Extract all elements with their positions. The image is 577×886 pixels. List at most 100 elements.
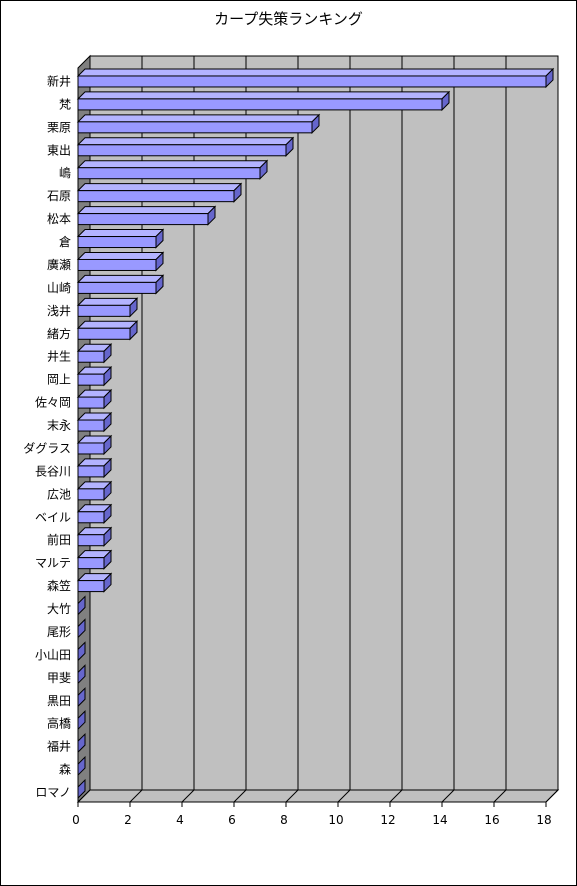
category-labels: 新井梵栗原東出嶋石原松本倉廣瀬山崎浅井緒方井生岡上佐々岡末永ダグラス長谷川広池ベ… bbox=[23, 73, 71, 799]
category-label: 森笠 bbox=[47, 578, 71, 593]
category-label: 前田 bbox=[47, 532, 71, 547]
bar bbox=[77, 687, 86, 708]
bar-end bbox=[77, 778, 86, 800]
category-label: 石原 bbox=[47, 189, 71, 203]
bar-face bbox=[77, 281, 157, 294]
category-label: ロマノ bbox=[35, 786, 71, 800]
bar-top bbox=[76, 274, 165, 283]
category-label: 小山田 bbox=[35, 648, 71, 662]
category-label: 尾形 bbox=[47, 625, 71, 639]
bar-top bbox=[76, 183, 243, 192]
category-label: 緒方 bbox=[47, 326, 71, 341]
bar-face bbox=[77, 304, 131, 317]
category-label: 栗原 bbox=[47, 120, 71, 134]
gridline-floor bbox=[389, 789, 403, 803]
bar-face bbox=[77, 534, 105, 547]
bar-top bbox=[76, 251, 165, 260]
bar bbox=[77, 755, 86, 777]
category-label: 末永 bbox=[47, 419, 71, 433]
category-label: 岡上 bbox=[47, 373, 71, 387]
category-label: 松本 bbox=[47, 212, 71, 226]
bar-end bbox=[77, 595, 86, 616]
x-tick-labels: 0 2 4 6 8 10 12 14 16 18 bbox=[72, 813, 551, 827]
gridline-floor bbox=[441, 789, 455, 803]
bar-top bbox=[76, 68, 555, 77]
bar-top bbox=[76, 137, 295, 146]
category-label: 広池 bbox=[47, 487, 71, 501]
bar bbox=[76, 136, 295, 157]
gridline-floor bbox=[337, 789, 351, 803]
gridline-floor bbox=[181, 789, 195, 803]
category-label: 長谷川 bbox=[35, 464, 71, 478]
bar-face bbox=[77, 396, 105, 409]
x-tick-label: 12 bbox=[380, 813, 395, 827]
bar-face bbox=[77, 557, 105, 570]
bar bbox=[76, 388, 113, 410]
bar-face bbox=[77, 121, 313, 134]
bar bbox=[76, 457, 113, 479]
bar-face bbox=[77, 465, 105, 478]
category-label: ダグラス bbox=[23, 440, 71, 455]
bar bbox=[76, 182, 243, 203]
bar-face bbox=[77, 511, 105, 524]
bar bbox=[76, 434, 113, 456]
bar-face bbox=[77, 327, 131, 340]
bar bbox=[77, 732, 86, 754]
x-tick-label: 18 bbox=[536, 813, 551, 827]
bar bbox=[76, 297, 139, 318]
bar-face bbox=[77, 213, 209, 226]
x-tick-label: 10 bbox=[328, 813, 343, 827]
category-label: 高橋 bbox=[47, 716, 71, 731]
category-label: ベイル bbox=[35, 510, 71, 524]
category-label: マルテ bbox=[35, 556, 71, 570]
bar bbox=[77, 618, 86, 639]
category-label: 黒田 bbox=[47, 694, 71, 708]
category-label: 井生 bbox=[47, 350, 71, 364]
bar bbox=[76, 251, 165, 272]
bar bbox=[76, 274, 165, 295]
bar-face bbox=[77, 580, 105, 593]
bar-end bbox=[77, 755, 86, 777]
bar-face bbox=[77, 236, 157, 249]
bar-face bbox=[77, 419, 105, 432]
bar-face bbox=[77, 350, 105, 363]
bar bbox=[76, 572, 113, 593]
gridline-floor bbox=[129, 789, 143, 803]
bar-face bbox=[77, 144, 287, 157]
bar bbox=[76, 159, 269, 180]
bar-top bbox=[76, 91, 451, 100]
category-label: 新井 bbox=[47, 73, 71, 88]
bar-top bbox=[76, 320, 139, 329]
category-label: 浅井 bbox=[47, 304, 71, 318]
gridline-floor bbox=[77, 789, 91, 803]
bar bbox=[76, 320, 139, 341]
bar-face bbox=[77, 258, 157, 271]
bar-top bbox=[76, 297, 139, 306]
bar-face bbox=[77, 75, 547, 88]
category-label: 東出 bbox=[47, 143, 71, 157]
bar bbox=[76, 365, 113, 387]
bar-end bbox=[77, 732, 86, 754]
chart-title: カープ失策ランキング bbox=[214, 10, 363, 28]
bar bbox=[76, 526, 113, 547]
bar bbox=[77, 595, 86, 616]
bar bbox=[77, 641, 86, 662]
bar bbox=[76, 67, 555, 89]
gridline-floor bbox=[285, 789, 299, 803]
category-label: 福井 bbox=[47, 739, 71, 754]
category-label: 佐々岡 bbox=[35, 396, 71, 410]
bar bbox=[76, 549, 113, 570]
bar-end bbox=[77, 641, 86, 662]
bar-end bbox=[77, 687, 86, 708]
bar-end bbox=[77, 664, 86, 685]
bar-face bbox=[77, 373, 105, 386]
x-tick-label: 16 bbox=[484, 813, 499, 827]
bar bbox=[76, 503, 113, 524]
bar bbox=[76, 90, 451, 112]
gridline-floor bbox=[545, 789, 559, 803]
bar-end bbox=[77, 710, 86, 731]
bar bbox=[77, 710, 86, 731]
bar-top bbox=[76, 229, 165, 238]
category-label: 山崎 bbox=[47, 281, 71, 295]
